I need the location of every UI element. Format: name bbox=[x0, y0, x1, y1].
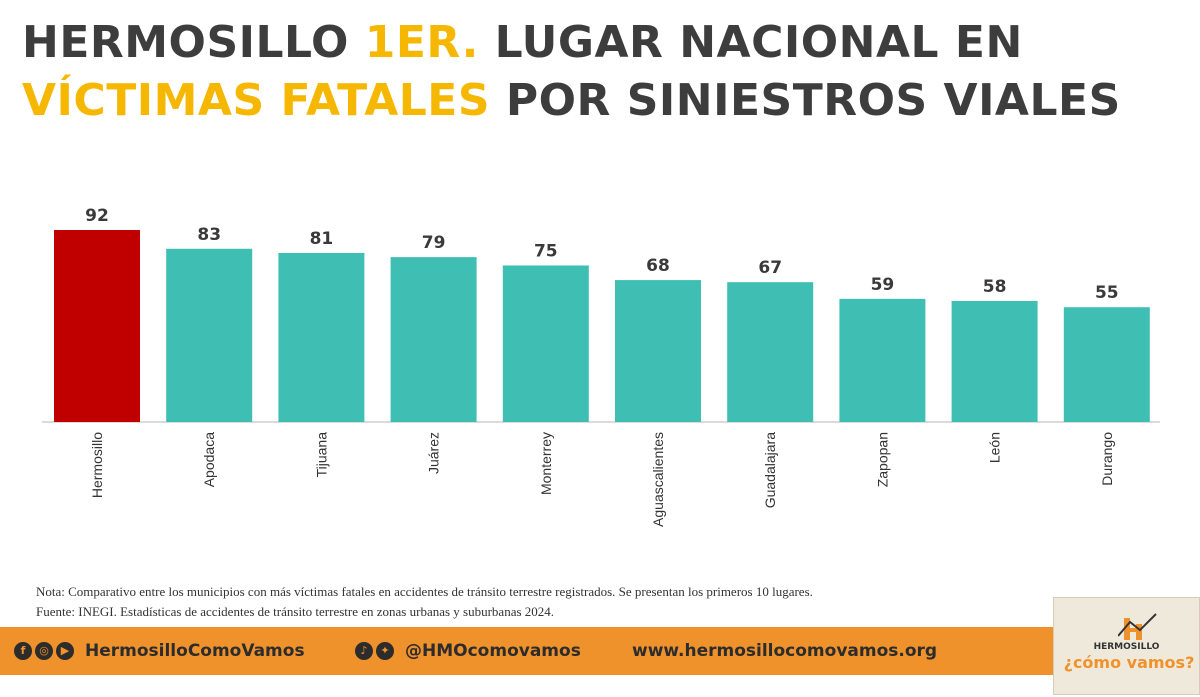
bar-value-label: 55 bbox=[1095, 283, 1119, 303]
youtube-icon[interactable]: ▶ bbox=[56, 642, 74, 660]
bar-apodaca bbox=[166, 248, 253, 422]
bar-aguascalientes bbox=[615, 280, 701, 422]
category-label: Apodaca bbox=[201, 432, 217, 487]
website-text: www.hermosillocomovamos.org bbox=[632, 641, 938, 661]
category-label: Aguascalientes bbox=[650, 432, 666, 527]
note-text: Nota: Comparativo entre los municipios c… bbox=[36, 584, 813, 599]
social-handle-short[interactable]: ♪ ✦ @HMOcomovamos bbox=[355, 627, 581, 675]
bar-value-label: 58 bbox=[983, 277, 1007, 297]
bar-monterrey bbox=[502, 265, 589, 422]
title-part-2: lugar nacional en bbox=[478, 17, 1023, 68]
source-text: Fuente: INEGI. Estadísticas de accidente… bbox=[36, 604, 555, 619]
bar-león bbox=[951, 300, 1038, 422]
logo-tagline: ¿cómo vamos? bbox=[1063, 653, 1195, 672]
chart-notes: Nota: Comparativo entre los municipios c… bbox=[36, 582, 1016, 622]
bar-juárez bbox=[390, 257, 477, 422]
page-title: Hermosillo 1er. lugar nacional en víctim… bbox=[22, 14, 1192, 130]
title-highlight-1: 1er. bbox=[364, 17, 479, 68]
social-handle-short-text: @HMOcomovamos bbox=[405, 641, 581, 661]
footer-bar: f ◎ ▶ HermosilloComoVamos ♪ ✦ @HMOcomova… bbox=[0, 627, 1200, 675]
category-label: Durango bbox=[1099, 432, 1115, 486]
logo: HERMOSILLO ¿cómo vamos? bbox=[1053, 597, 1200, 695]
bar-value-label: 75 bbox=[534, 241, 558, 261]
bar-value-label: 81 bbox=[310, 229, 334, 249]
bar-value-label: 68 bbox=[646, 256, 670, 276]
category-label: Guadalajara bbox=[762, 432, 778, 508]
bar-durango bbox=[1063, 307, 1150, 422]
bar-guadalajara bbox=[727, 282, 814, 422]
category-label: Tijuana bbox=[313, 432, 329, 478]
bar-value-label: 83 bbox=[197, 225, 221, 245]
title-highlight-2: víctimas fatales bbox=[22, 75, 491, 126]
bar-value-label: 59 bbox=[871, 275, 895, 295]
title-part-1: Hermosillo bbox=[22, 17, 365, 68]
bar-value-label: 67 bbox=[758, 258, 782, 278]
twitter-icon[interactable]: ✦ bbox=[376, 642, 394, 660]
social-handle-main[interactable]: f ◎ ▶ HermosilloComoVamos bbox=[14, 627, 305, 675]
category-label: León bbox=[987, 432, 1003, 463]
category-label: Juárez bbox=[426, 432, 442, 474]
website-link[interactable]: www.hermosillocomovamos.org bbox=[632, 627, 937, 675]
logo-name: HERMOSILLO bbox=[1093, 642, 1160, 652]
title-part-3: por siniestros viales bbox=[490, 75, 1121, 126]
bar-tijuana bbox=[278, 252, 365, 422]
logo-chart-icon bbox=[1118, 613, 1157, 640]
bar-value-label: 92 bbox=[85, 206, 109, 226]
category-label: Monterrey bbox=[538, 432, 554, 495]
instagram-icon[interactable]: ◎ bbox=[35, 642, 53, 660]
bar-hermosillo bbox=[54, 230, 140, 422]
bar-zapopan bbox=[839, 298, 926, 422]
category-label: Zapopan bbox=[874, 432, 890, 487]
social-handle-main-text: HermosilloComoVamos bbox=[85, 641, 305, 661]
category-label: Hermosillo bbox=[89, 432, 105, 498]
bar-chart: 92 Hermosillo 83 Apodaca 81 Tijuana 79 Juárez 75… bbox=[42, 206, 1160, 527]
bar-value-label: 79 bbox=[422, 233, 446, 253]
facebook-icon[interactable]: f bbox=[14, 642, 32, 660]
tiktok-icon[interactable]: ♪ bbox=[355, 642, 373, 660]
